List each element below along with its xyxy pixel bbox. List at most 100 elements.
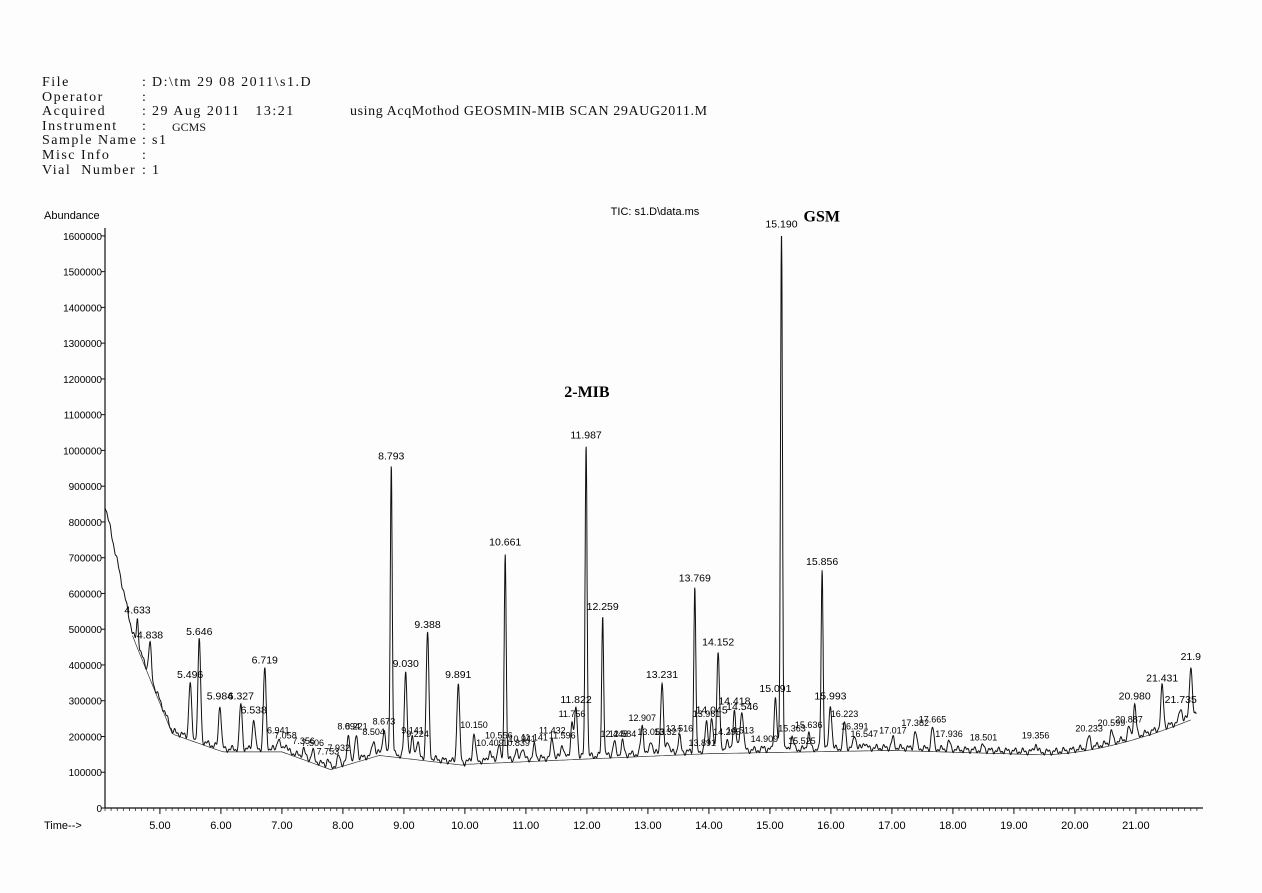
x-tick-label: 12.00: [573, 820, 601, 832]
instrument-label: Instrument: [42, 118, 118, 134]
peak-label: 13.516: [666, 723, 694, 733]
colon: :: [142, 147, 148, 163]
colon: :: [142, 118, 148, 134]
peak-label: 12.259: [587, 601, 619, 613]
peak-label: 12.907: [628, 713, 656, 723]
y-axis-label: Abundance: [44, 210, 100, 222]
y-tick-label: 1100000: [64, 411, 103, 422]
x-tick-label: 18.00: [939, 820, 967, 832]
y-tick-label: 700000: [69, 554, 103, 565]
y-tick-label: 200000: [69, 732, 103, 743]
peak-label: 20.233: [1075, 723, 1103, 733]
peak-label: 17.017: [879, 725, 907, 735]
peak-label: 14.513: [726, 725, 754, 735]
peak-label: 14.045: [696, 705, 728, 717]
peak-label: 10.556: [485, 731, 513, 741]
compound-annotation: GSM: [804, 209, 840, 226]
peak-label: 10.839: [502, 738, 530, 748]
peak-label: 8.094: [337, 722, 360, 732]
peak-label: 11.596: [549, 731, 576, 741]
peak-label: 11.822: [560, 694, 591, 706]
x-tick-label: 16.00: [817, 820, 845, 832]
y-tick-label: 0: [96, 804, 102, 815]
peak-label: 10.150: [460, 720, 488, 730]
x-tick-label: 20.00: [1061, 820, 1089, 832]
file-label: File: [42, 75, 70, 90]
peak-label: 8.793: [378, 451, 404, 463]
peak-label: 11.432: [539, 725, 566, 735]
peak-label: 5.496: [177, 669, 203, 681]
colon: :: [142, 133, 148, 149]
peak-label: 21.9: [1181, 651, 1202, 663]
peak-label: 15.190: [765, 218, 797, 230]
acquired-label: Acquired: [42, 104, 107, 120]
peak-label: 18.501: [970, 732, 998, 742]
y-tick-label: 500000: [69, 625, 103, 636]
peak-label: 4.633: [124, 604, 150, 616]
peak-label: 8.673: [373, 716, 396, 726]
peak-label: 13.231: [646, 669, 678, 681]
acquired-value: 29 Aug 2011 13:21: [152, 104, 295, 120]
y-tick-label: 900000: [69, 482, 103, 493]
peak-label: 12.584: [609, 729, 637, 739]
peak-label: 6.538: [241, 705, 267, 717]
peak-label: 14.418: [718, 696, 750, 708]
peak-label: 21.735: [1165, 694, 1197, 706]
peak-label: 6.941: [267, 725, 290, 735]
x-tick-label: 17.00: [878, 820, 906, 832]
peak-label: 13.961: [693, 709, 721, 719]
file-value: D:\tm 29 08 2011\s1.D: [152, 75, 313, 90]
peak-label: 11.141: [521, 732, 548, 742]
peak-label: 15.091: [759, 683, 791, 695]
y-tick-label: 1400000: [63, 303, 102, 314]
x-tick-label: 7.00: [271, 820, 292, 832]
peak-label: 9.388: [414, 619, 440, 631]
peak-label: 6.327: [228, 690, 254, 702]
peak-label: 7.506: [302, 738, 325, 748]
peak-label: 13.891: [688, 738, 716, 748]
y-tick-label: 1500000: [63, 268, 102, 279]
peak-label: 5.984: [207, 690, 233, 702]
peak-label: 9.224: [406, 729, 429, 739]
chart-ticks: 0 100000 200000 300000 400000 500000 600000 700…: [63, 232, 1198, 832]
peak-label: 15.993: [814, 690, 846, 702]
x-tick-label: 10.00: [451, 820, 479, 832]
peak-label: 6.719: [252, 655, 278, 667]
x-tick-label: 21.00: [1122, 820, 1150, 832]
peak-label: 12.448: [600, 729, 628, 739]
vial-number-label: Vial Number: [42, 162, 137, 178]
sample-name-value: s1: [152, 133, 168, 149]
peak-label: 15.363: [778, 723, 806, 733]
y-tick-label: 1000000: [63, 446, 102, 457]
peak-label: 10.409: [476, 738, 504, 748]
x-tick-label: 5.00: [149, 820, 170, 832]
y-tick-label: 600000: [69, 589, 103, 600]
x-axis-label: Time-->: [44, 820, 82, 832]
x-tick-label: 14.00: [695, 820, 723, 832]
x-tick-label: 9.00: [393, 820, 414, 832]
acquisition-method: using AcqMothod GEOSMIN-MIB SCAN 29AUG20…: [350, 104, 708, 120]
peak-label: 14.909: [751, 734, 779, 744]
peak-label: 13.053: [637, 727, 665, 737]
colon: :: [142, 104, 148, 120]
peak-label: 16.391: [841, 722, 869, 732]
peak-label: 15.525: [788, 736, 816, 746]
peak-label: 9.891: [445, 669, 471, 681]
peak-label: 13.769: [679, 572, 711, 584]
chart-annotations: 2-MIB GSM: [564, 209, 840, 401]
peak-label: 8.221: [345, 722, 368, 732]
y-tick-label: 800000: [69, 518, 103, 529]
x-tick-label: 6.00: [210, 820, 231, 832]
peak-label: 20.980: [1119, 690, 1151, 702]
x-tick-label: 11.00: [513, 820, 540, 832]
peak-label: 17.665: [919, 715, 947, 725]
peak-label: 8.504: [362, 727, 385, 737]
peak-label: 16.547: [851, 729, 879, 739]
y-tick-label: 100000: [69, 768, 103, 779]
peak-label: 13.327: [654, 727, 682, 737]
peak-label: 14.295: [713, 727, 741, 737]
peak-label: 14.152: [702, 637, 734, 649]
peak-label: 15.856: [806, 556, 838, 568]
